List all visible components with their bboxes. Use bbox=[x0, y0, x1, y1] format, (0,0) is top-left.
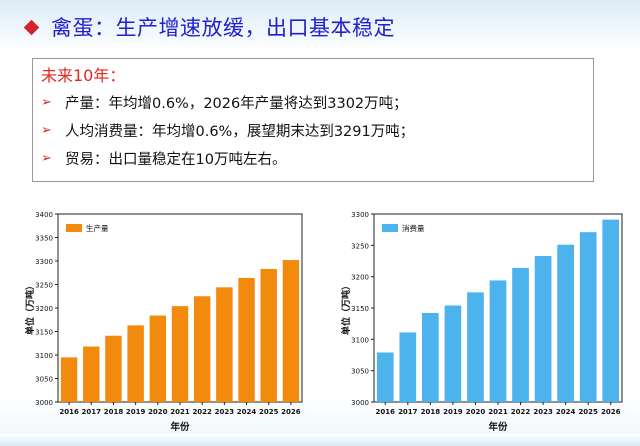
x-tick-label: 2026 bbox=[601, 408, 621, 416]
x-tick-label: 2025 bbox=[259, 408, 279, 416]
x-tick-label: 2024 bbox=[556, 408, 576, 416]
bar bbox=[579, 232, 597, 402]
title-row: 禽蛋：生产增速放缓，出口基本稳定 bbox=[22, 12, 395, 42]
header-band bbox=[0, 0, 640, 52]
production-chart: 3000 3050 3100 3150 3200 3250 3300 3350 3400 2016… bbox=[24, 204, 310, 440]
legend-label: 生产量 bbox=[86, 223, 109, 233]
x-tick-label: 2023 bbox=[533, 408, 553, 416]
legend: 消费量 bbox=[382, 223, 425, 233]
y-tick-label: 3300 bbox=[35, 258, 53, 266]
y-tick-label: 3300 bbox=[351, 211, 369, 219]
x-tick-label: 2016 bbox=[376, 408, 396, 416]
consumption-chart-svg: 3000 3050 3100 3150 3200 3250 3300 2016 2017 2018… bbox=[340, 211, 623, 433]
x-tick-label: 2019 bbox=[126, 408, 146, 416]
y-tick-label: 3350 bbox=[35, 235, 53, 243]
bar bbox=[399, 332, 417, 402]
x-tick-label: 2020 bbox=[466, 408, 486, 416]
x-tick-label: 2020 bbox=[148, 408, 168, 416]
x-tick-label: 2021 bbox=[170, 408, 190, 416]
x-tick-label: 2025 bbox=[578, 408, 598, 416]
x-tick-label: 2018 bbox=[104, 408, 124, 416]
legend-label: 消费量 bbox=[402, 223, 425, 233]
bar bbox=[534, 255, 552, 402]
bar bbox=[602, 219, 620, 402]
bar bbox=[376, 352, 394, 402]
x-tick-label: 2026 bbox=[281, 408, 301, 416]
bar bbox=[149, 315, 167, 402]
arrow-bullet-icon: ➢ bbox=[41, 95, 52, 110]
summary-line-trade: ➢ 贸易：出口量稳定在10万吨左右。 bbox=[41, 146, 585, 171]
x-tick-label: 2018 bbox=[421, 408, 441, 416]
bar bbox=[127, 325, 144, 402]
y-tick-label: 3200 bbox=[35, 305, 53, 313]
bar bbox=[467, 292, 484, 402]
x-tick-label: 2022 bbox=[192, 408, 212, 416]
bar bbox=[444, 305, 462, 402]
y-axis-label: 单位（万吨） bbox=[24, 281, 36, 335]
bar bbox=[60, 357, 78, 402]
bar bbox=[171, 306, 189, 402]
x-tick-label: 2023 bbox=[215, 408, 235, 416]
bar bbox=[557, 244, 574, 402]
x-tick-label: 2017 bbox=[82, 408, 102, 416]
summary-line-text: 人均消费量：年均增0.6%，展望期末达到3291万吨； bbox=[65, 124, 415, 140]
bar bbox=[216, 287, 233, 402]
y-tick-label: 3100 bbox=[35, 352, 53, 360]
x-axis-label: 年份 bbox=[488, 421, 508, 433]
arrow-bullet-icon: ➢ bbox=[41, 151, 52, 166]
y-tick-label: 3150 bbox=[35, 329, 53, 337]
bar bbox=[193, 296, 211, 402]
x-tick-label: 2016 bbox=[59, 408, 79, 416]
y-tick-label: 3100 bbox=[351, 336, 369, 344]
bar bbox=[512, 267, 529, 402]
bar bbox=[83, 346, 100, 402]
bar bbox=[105, 335, 122, 402]
diamond-bullet-icon bbox=[23, 19, 40, 35]
summary-heading: 未来10年： bbox=[41, 66, 126, 85]
y-axis-label: 单位（万吨） bbox=[340, 281, 352, 335]
bar bbox=[238, 277, 255, 402]
y-tick-label: 3250 bbox=[35, 282, 53, 290]
bar bbox=[282, 260, 300, 402]
summary-box: 未来10年： ➢ 产量：年均增0.6%，2026年产量将达到3302万吨； ➢ … bbox=[32, 58, 594, 182]
y-tick-label: 3400 bbox=[35, 211, 53, 219]
x-tick-label: 2021 bbox=[488, 408, 508, 416]
y-tick-label: 3050 bbox=[351, 368, 369, 376]
legend: 生产量 bbox=[66, 223, 109, 233]
consumption-chart: 3000 3050 3100 3150 3200 3250 3300 2016 2017 2018… bbox=[340, 204, 630, 440]
bar bbox=[422, 313, 439, 402]
summary-line-consumption: ➢ 人均消费量：年均增0.6%，展望期末达到3291万吨； bbox=[41, 118, 585, 143]
bar bbox=[260, 268, 277, 402]
x-tick-label: 2017 bbox=[398, 408, 418, 416]
x-tick-label: 2019 bbox=[443, 408, 463, 416]
y-tick-label: 3050 bbox=[35, 376, 53, 384]
y-tick-label: 3000 bbox=[351, 399, 369, 407]
y-tick-label: 3250 bbox=[351, 242, 369, 250]
production-chart-svg: 3000 3050 3100 3150 3200 3250 3300 3350 3400 2016… bbox=[24, 211, 303, 433]
y-tick-label: 3150 bbox=[351, 305, 369, 313]
summary-line-production: ➢ 产量：年均增0.6%，2026年产量将达到3302万吨； bbox=[41, 90, 585, 115]
x-axis-label: 年份 bbox=[170, 421, 190, 433]
legend-swatch bbox=[66, 224, 82, 232]
summary-line-text: 贸易：出口量稳定在10万吨左右。 bbox=[65, 152, 287, 168]
legend-swatch bbox=[382, 224, 398, 232]
footer-band bbox=[0, 434, 640, 446]
summary-line-text: 产量：年均增0.6%，2026年产量将达到3302万吨； bbox=[65, 96, 408, 112]
x-tick-label: 2022 bbox=[511, 408, 531, 416]
y-tick-label: 3000 bbox=[35, 399, 53, 407]
slide-title: 禽蛋：生产增速放缓，出口基本稳定 bbox=[51, 16, 395, 40]
bar bbox=[489, 280, 507, 402]
y-tick-label: 3200 bbox=[351, 274, 369, 282]
x-tick-label: 2024 bbox=[237, 408, 257, 416]
arrow-bullet-icon: ➢ bbox=[41, 123, 52, 138]
